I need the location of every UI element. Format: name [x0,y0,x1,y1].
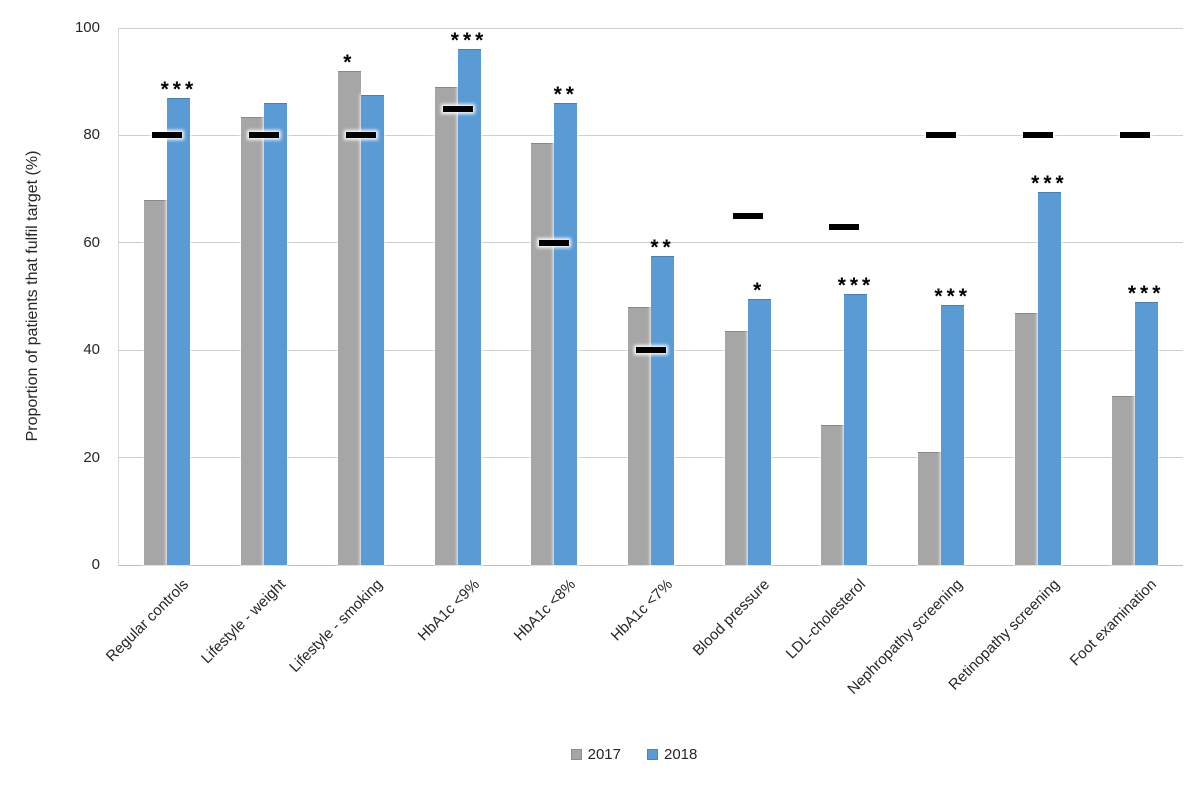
significance-stars: *** [1031,171,1068,195]
bar-2017-nephropathy-screening [918,452,942,565]
x-category-label: Nephropathy screening [844,576,967,698]
target-dash [926,132,957,139]
target-dash [152,132,183,139]
significance-stars: ** [553,83,578,107]
bar-2018-hba1c-8- [554,103,578,565]
x-category-label: LDL-cholesterol [783,576,870,663]
legend-label-2018: 2018 [664,745,698,763]
bar-2018-nephropathy-screening [941,304,965,565]
bar-2017-hba1c-9- [434,87,458,565]
significance-stars: ** [650,236,675,260]
y-tick-label-100: 100 [74,19,100,36]
x-category-label: HbA1c <8% [510,576,580,645]
x-category-label: Lifestyle - weight [198,576,290,668]
gridline-60 [119,242,1183,244]
y-tick-label-80: 80 [83,126,100,144]
legend-item-2018: 2018 [647,747,697,762]
bar-2017-foot-examination [1111,395,1135,565]
bar-2018-lifestyle-smoking [360,95,384,565]
y-tick-label-0: 0 [91,556,100,573]
x-category-label: Blood pressure [689,576,773,660]
plot-area: *** * *** ** ** * *** *** *** *** [118,27,1183,566]
target-dash [636,347,666,354]
y-tick-label-40: 40 [83,341,100,359]
bar-2018-hba1c-9- [457,49,481,565]
significance-stars: *** [934,284,971,308]
significance-stars: * [753,279,766,303]
target-dash [345,132,376,139]
target-dash [442,105,473,112]
bar-2018-hba1c-7- [651,256,674,565]
significance-stars: *** [837,273,875,297]
bar-2018-blood-pressure [747,299,771,565]
bar-2017-hba1c-8- [531,143,555,565]
gridline-80 [119,134,1183,136]
x-category-label: Lifestyle - smoking [285,576,386,676]
y-tick-label-20: 20 [83,448,100,466]
bar-2017-regular-controls [144,199,168,565]
legend-label-2017: 2017 [587,745,621,763]
significance-stars: *** [160,77,198,101]
significance-stars: * [343,50,356,74]
bar-2017-ldl-cholesterol [821,425,845,565]
target-dash [1119,132,1150,139]
bar-2017-lifestyle-weight [241,116,265,565]
target-dash [539,239,570,246]
significance-stars: *** [450,29,488,53]
y-axis-title: Proportion of patients that fulfil targe… [24,150,41,442]
bar-2018-lifestyle-weight [264,103,288,565]
target-dash [1022,132,1053,139]
bar-2017-lifestyle-smoking [337,70,361,565]
legend-item-2017: 2017 [570,745,621,763]
target-dash [829,223,860,230]
legend-swatch-2017 [570,748,582,760]
gridline-100 [119,27,1183,29]
x-category-label: Foot examination [1066,576,1160,670]
bar-2018-ldl-cholesterol [844,293,868,565]
bar-2017-blood-pressure [724,331,748,565]
y-tick-label-60: 60 [83,233,100,251]
bar-2017-hba1c-7- [628,307,651,565]
x-category-label: HbA1c <7% [607,576,677,645]
bar-2018-regular-controls [167,97,191,565]
bar-2018-retinopathy-screening [1037,191,1061,565]
target-dash [249,132,280,139]
bar-2018-foot-examination [1134,301,1158,565]
target-dash [732,212,763,219]
significance-stars: *** [1127,281,1165,305]
bar-2017-retinopathy-screening [1014,312,1038,565]
legend: 2017 2018 [118,742,1150,766]
x-category-label: Regular controls [103,576,193,666]
legend-swatch-2018 [647,748,658,760]
x-category-label: Retinopathy screening [945,576,1063,694]
x-category-label: HbA1c <9% [414,576,483,645]
